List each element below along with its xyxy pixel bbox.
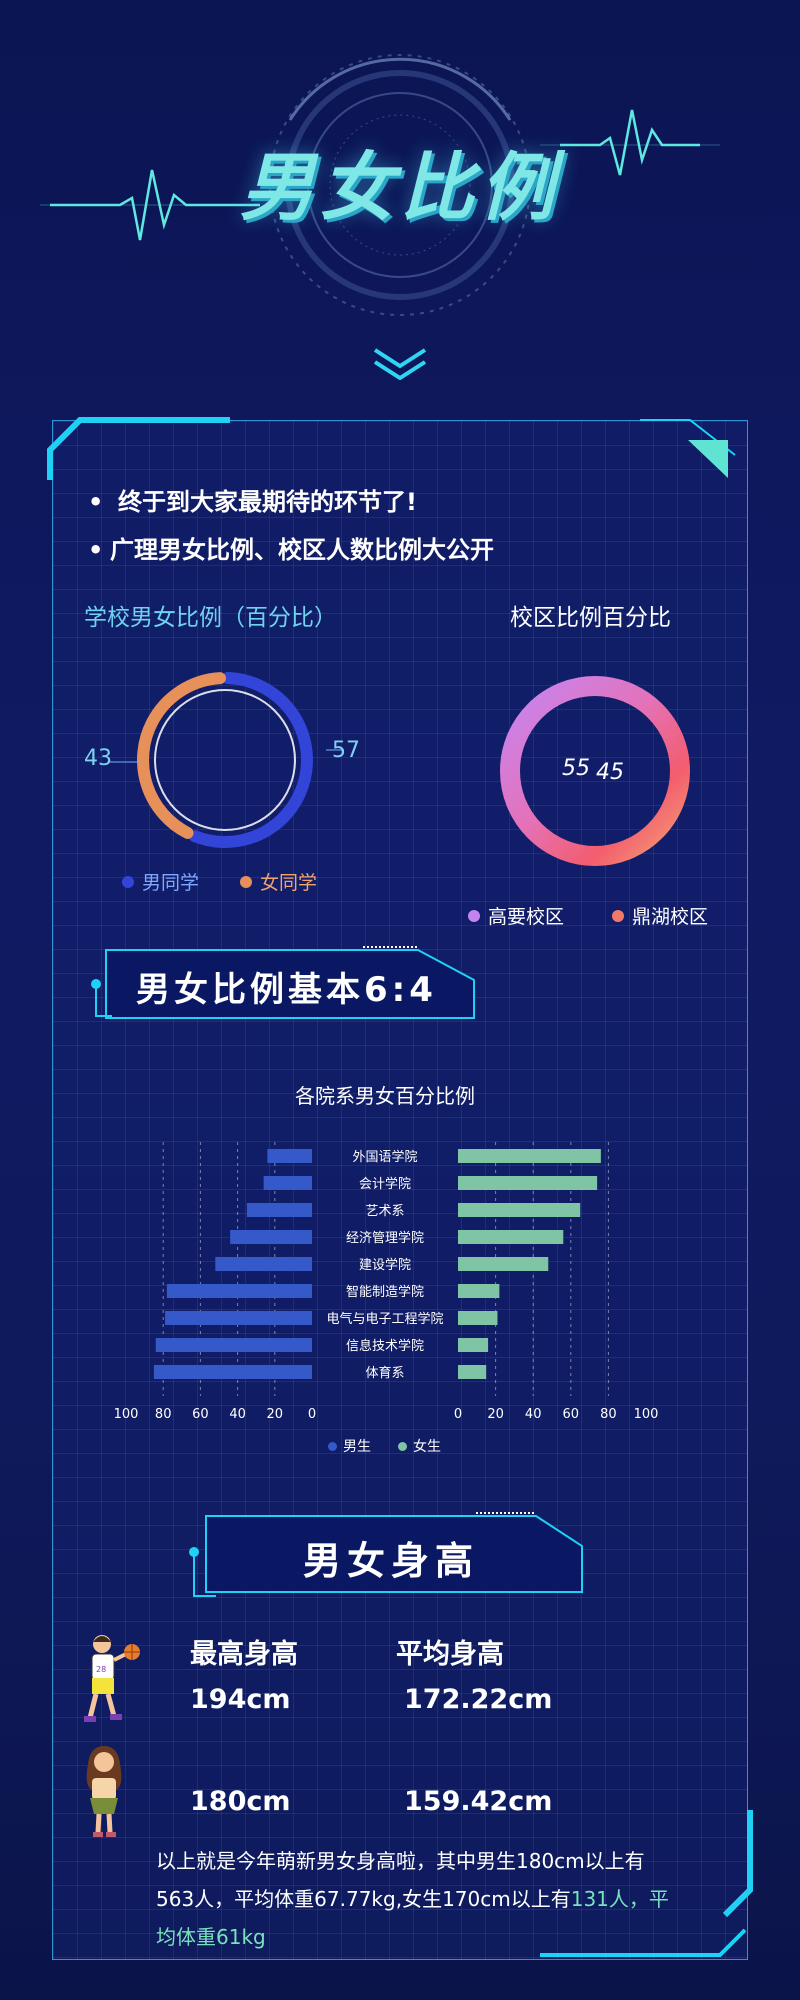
category-label: 艺术系 [365,1204,404,1219]
tick-label-right: 0 [454,1407,462,1420]
bar-female-1 [458,1176,598,1190]
female-avg-height: 159.42cm [404,1786,553,1817]
bar-female-6 [458,1311,498,1325]
bar-male-4 [215,1257,312,1271]
dept-legend-male: 男生 [328,1436,371,1456]
bar-male-6 [165,1311,312,1325]
category-label: 建设学院 [359,1257,411,1273]
legend-swatch-campus-b [612,909,624,922]
bar-female-5 [458,1284,500,1298]
gender-legend-female: 女同学 [240,868,317,895]
dept-legend-male-label: 男生 [343,1439,371,1455]
height-banner-frame [189,1512,583,1597]
ratio-banner-frame [91,946,475,1019]
bar-male-7 [155,1338,312,1352]
intro-bullet-1: • 终于到大家最期待的环节了! [88,482,417,517]
category-label: 经济管理学院 [346,1230,424,1246]
gender-legend-male-label: 男同学 [142,872,200,894]
bar-male-0 [267,1149,312,1163]
tick-label-right: 80 [600,1407,617,1420]
gender-leader-lines [110,749,344,763]
gender-chart-title: 学校男女比例（百分比） [84,605,337,631]
campus-chart-title: 校区比例百分比 [510,605,671,631]
category-label: 信息技术学院 [346,1338,424,1354]
bar-male-2 [246,1203,312,1217]
bullet-dot: • [88,536,104,564]
gender-legend-female-label: 女同学 [260,872,318,894]
bar-female-0 [458,1149,601,1163]
campus-value-b: 45 [596,760,624,785]
campus-legend-b-label: 鼎湖校区 [632,906,709,928]
gender-donut-male-segment [137,672,313,848]
category-label: 电气与电子工程学院 [326,1311,443,1327]
tick-label-left: 0 [308,1407,316,1420]
dept-legend-female-label: 女生 [413,1439,441,1455]
intro-bullet-1-text: 终于到大家最期待的环节了! [118,488,417,516]
bar-male-1 [263,1176,312,1190]
legend-swatch-bar-female [398,1441,407,1451]
male-max-height: 194cm [190,1684,291,1715]
tick-label-left: 60 [192,1407,209,1420]
tick-label-left: 40 [229,1407,246,1420]
tick-label-left: 100 [114,1407,139,1420]
gender-female-value: 43 [84,746,112,771]
category-label: 外国语学院 [352,1149,417,1165]
height-summary-highlight: 131人，平均体重61kg [156,1887,669,1949]
category-label: 体育系 [365,1365,404,1381]
category-label: 会计学院 [359,1176,411,1192]
bar-female-4 [458,1257,549,1271]
bar-male-3 [230,1230,312,1244]
girl-icon [86,1746,122,1837]
female-max-height: 180cm [190,1786,291,1817]
page-title: 男女比例 [240,145,560,231]
height-banner-text: 男女身高 [302,1539,479,1583]
bar-female-8 [458,1365,487,1379]
height-col-avg: 平均身高 [396,1639,504,1670]
header-decoration [40,54,720,380]
svg-text:28: 28 [96,1665,106,1674]
tick-label-right: 60 [563,1407,580,1420]
legend-swatch-campus-a [468,909,480,922]
bar-male-5 [166,1284,312,1298]
campus-value-a: 55 [562,756,590,781]
tick-label-left: 80 [155,1407,172,1420]
gender-male-value: 57 [332,738,360,763]
gender-donut-chart [137,672,313,848]
campus-legend-a: 高要校区 [468,902,564,929]
tick-label-right: 20 [487,1407,504,1420]
intro-bullet-2: • 广理男女比例、校区人数比例大公开 [88,530,494,565]
gender-legend-male: 男同学 [122,868,199,895]
height-summary-text: 以上就是今年萌新男女身高啦，其中男生180cm以上有563人，平均体重67.77… [156,1849,645,1911]
gender-donut-female-segment [137,672,313,848]
tick-label-right: 100 [634,1407,659,1420]
bar-male-8 [153,1365,312,1379]
campus-donut-ring [500,676,690,866]
bar-female-7 [458,1338,489,1352]
category-label: 智能制造学院 [346,1284,424,1300]
dept-bar-chart: 外国语学院会计学院艺术系经济管理学院建设学院智能制造学院电气与电子工程学院信息技… [114,1142,659,1420]
legend-swatch-female [240,875,252,888]
campus-legend-a-label: 高要校区 [488,906,565,928]
male-avg-height: 172.22cm [404,1684,553,1715]
boy-basketball-icon: 28 [84,1635,140,1722]
dept-legend-female: 女生 [398,1436,441,1456]
dept-chart-title: 各院系男女百分比例 [295,1084,475,1108]
content-panel [52,420,748,1960]
tick-label-left: 20 [267,1407,284,1420]
bar-female-3 [458,1230,564,1244]
legend-swatch-male [122,875,134,888]
tick-label-right: 40 [525,1407,542,1420]
legend-swatch-bar-male [328,1441,337,1451]
bullet-dot: • [88,488,104,516]
ratio-banner-text: 男女比例基本6:4 [136,970,437,1010]
intro-bullet-2-text: 广理男女比例、校区人数比例大公开 [110,536,494,564]
height-summary: 以上就是今年萌新男女身高啦，其中男生180cm以上有563人，平均体重67.77… [156,1842,676,1956]
campus-legend-b: 鼎湖校区 [612,902,708,929]
campus-donut-chart [500,676,690,866]
height-col-max: 最高身高 [190,1639,298,1670]
bar-female-2 [458,1203,581,1217]
